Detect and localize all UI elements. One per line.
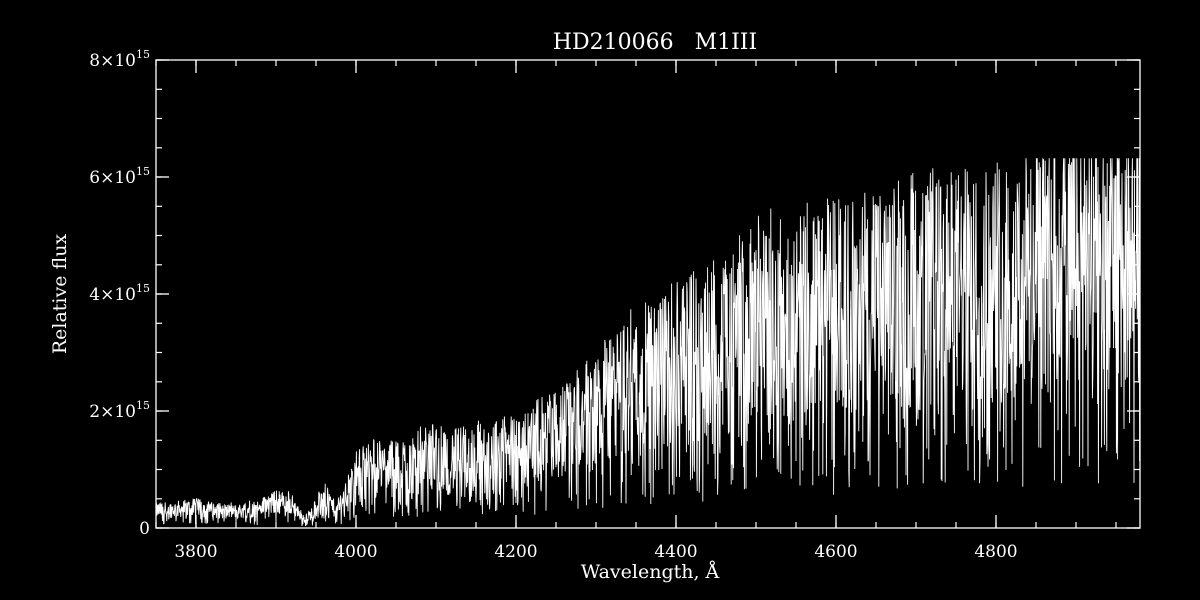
tick-labels-layer: 3800 4000 4200 4400 4600 4800 0 2×1015 4×1015 6×1… [89, 48, 1017, 562]
x-tick-label: 4000 [334, 542, 377, 562]
plot-frame [155, 59, 1141, 529]
chart-title: HD210066 M1III [553, 30, 757, 55]
y-tick-label: 2×1015 [89, 399, 150, 422]
x-tick-label: 4200 [494, 542, 537, 562]
y-tick-label: 8×1015 [89, 48, 150, 71]
x-axis-label: Wavelength, Å [581, 561, 720, 583]
ticks-layer [155, 59, 1140, 529]
x-tick-label: 4800 [974, 542, 1017, 562]
spectrum-layer [155, 158, 1141, 527]
x-tick-label: 4600 [814, 542, 857, 562]
x-tick-label: 4400 [654, 542, 697, 562]
x-tick-label: 3800 [174, 542, 217, 562]
y-tick-label: 0 [139, 519, 150, 539]
spectrum-line [155, 158, 1141, 527]
y-axis-label: Relative flux [49, 234, 71, 355]
y-tick-label: 4×1015 [89, 282, 150, 305]
y-tick-label: 6×1015 [89, 165, 150, 188]
